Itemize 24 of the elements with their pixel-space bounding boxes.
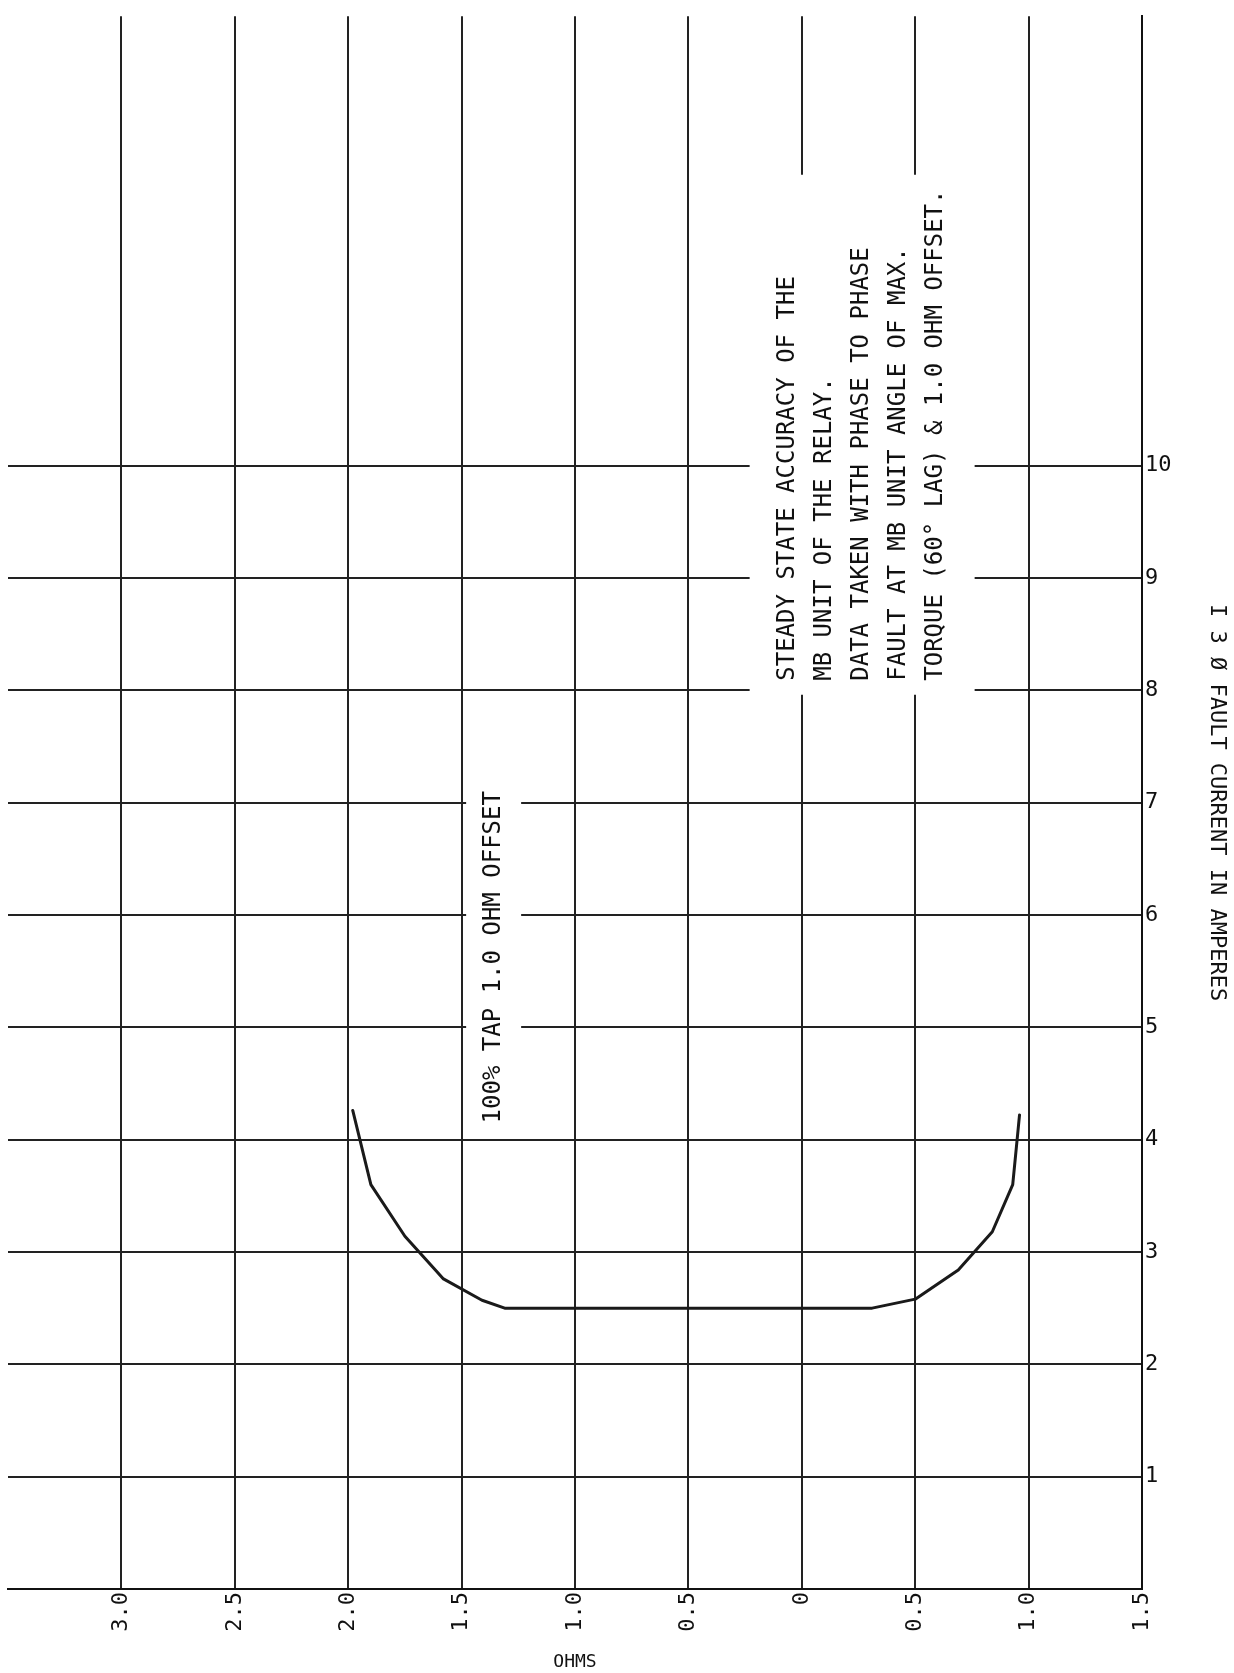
- x-tick-label: 2.0: [333, 1592, 359, 1632]
- x-tick-label: 1.0: [560, 1592, 586, 1632]
- y-tick-label: 1: [1145, 1462, 1159, 1488]
- y-tick-label: 3: [1145, 1237, 1159, 1263]
- x-tick-label: 3.0: [107, 1592, 133, 1632]
- y-tick-label: 2: [1145, 1350, 1159, 1376]
- y-tick-label: 10: [1145, 451, 1172, 477]
- x-tick-label: 0.5: [900, 1592, 926, 1632]
- y-tick-label: 7: [1145, 788, 1159, 814]
- y-axis-title: I 3 Ø FAULT CURRENT IN AMPERES: [1206, 603, 1232, 1002]
- x-tick-label: 0.5: [674, 1592, 700, 1632]
- x-axis-title: OHMS: [553, 1649, 597, 1671]
- x-tick-label: 1.5: [1127, 1592, 1153, 1632]
- x-tick-label: 2.5: [220, 1592, 246, 1632]
- x-tick-label: 1.0: [1014, 1592, 1040, 1632]
- y-tick-label: 5: [1145, 1013, 1159, 1038]
- annotation: STEADY STATE ACCURACY OF THE MB UNIT OF THE RELAY. DATA TAKEN WITH PHASE TO PHASE FAULT AT MB UNIT ANGLE OF MAX. TORQUE (60° LAG) & 1.0 OHM OFFSET.: [772, 189, 949, 681]
- annotation: 100% TAP 1.0 OHM OFFSET: [477, 791, 506, 1124]
- y-tick-label: 9: [1145, 563, 1159, 589]
- y-tick-label: 6: [1145, 900, 1159, 926]
- x-tick-label: 1.5: [447, 1592, 473, 1632]
- y-tick-label: 4: [1145, 1125, 1159, 1151]
- x-tick-label: 0: [787, 1592, 813, 1606]
- y-tick-label: 8: [1145, 675, 1159, 701]
